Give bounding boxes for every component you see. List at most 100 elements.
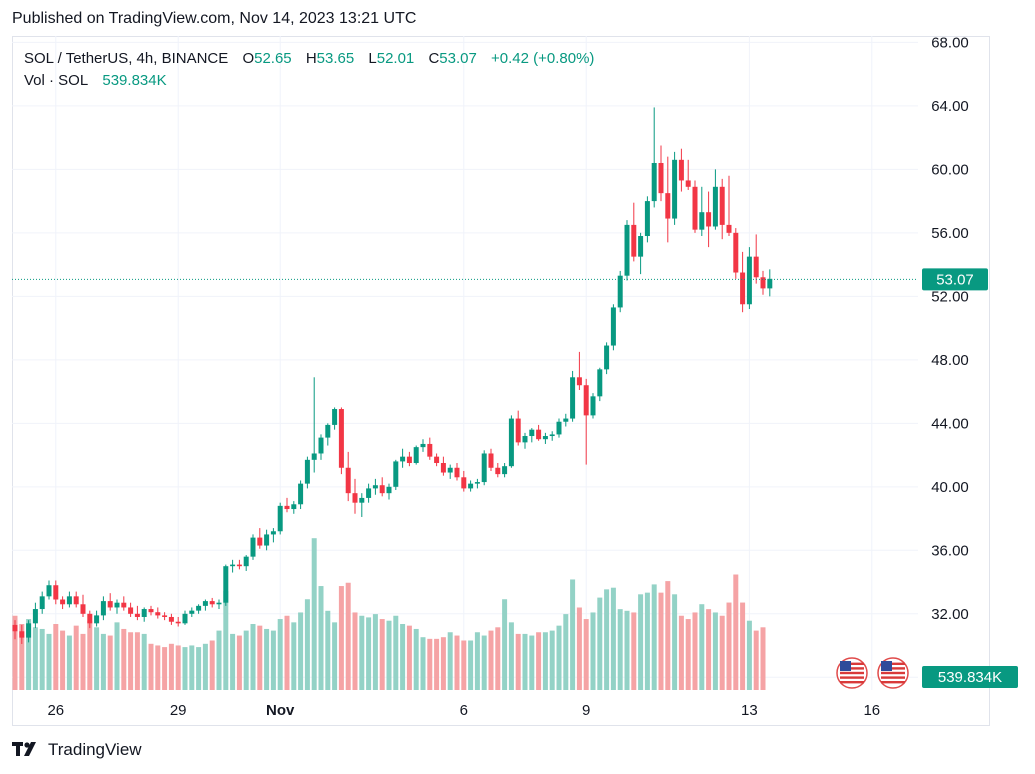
candle[interactable] bbox=[291, 504, 297, 510]
candle[interactable] bbox=[590, 396, 596, 416]
candle[interactable] bbox=[32, 609, 38, 624]
candle[interactable] bbox=[202, 601, 208, 606]
candle[interactable] bbox=[617, 275, 623, 308]
candle[interactable] bbox=[53, 585, 59, 600]
candle[interactable] bbox=[699, 212, 705, 230]
candle[interactable] bbox=[672, 159, 678, 219]
candle[interactable] bbox=[406, 456, 412, 464]
candle[interactable] bbox=[386, 486, 392, 494]
candle[interactable] bbox=[638, 236, 644, 257]
candle[interactable] bbox=[678, 159, 684, 181]
symbol-title[interactable]: SOL / TetherUS, 4h, BINANCE bbox=[24, 50, 229, 67]
us-flag-icon[interactable] bbox=[877, 657, 909, 689]
candle[interactable] bbox=[366, 488, 372, 498]
candle[interactable] bbox=[502, 466, 508, 475]
candle[interactable] bbox=[209, 601, 215, 605]
candle[interactable] bbox=[114, 602, 120, 608]
candle[interactable] bbox=[393, 461, 399, 487]
candle[interactable] bbox=[19, 631, 25, 638]
candle[interactable] bbox=[359, 497, 365, 503]
candle[interactable] bbox=[651, 162, 657, 202]
candle[interactable] bbox=[481, 453, 487, 483]
candle[interactable] bbox=[230, 564, 236, 567]
candle[interactable] bbox=[644, 201, 650, 237]
candle[interactable] bbox=[692, 186, 698, 230]
candle[interactable] bbox=[311, 453, 317, 460]
candle[interactable] bbox=[495, 467, 501, 475]
candle[interactable] bbox=[746, 256, 752, 305]
candle[interactable] bbox=[345, 467, 351, 494]
candle[interactable] bbox=[236, 564, 242, 567]
candle[interactable] bbox=[121, 602, 127, 608]
candle[interactable] bbox=[284, 505, 290, 510]
candle[interactable] bbox=[522, 436, 528, 443]
candle[interactable] bbox=[155, 612, 161, 616]
candle[interactable] bbox=[134, 613, 140, 617]
candle[interactable] bbox=[162, 615, 168, 617]
candle[interactable] bbox=[277, 505, 283, 532]
candle[interactable] bbox=[570, 377, 576, 419]
candle[interactable] bbox=[515, 418, 521, 443]
us-flag-icon[interactable] bbox=[836, 657, 868, 689]
candle[interactable] bbox=[148, 609, 154, 613]
candle[interactable] bbox=[549, 434, 555, 437]
candle[interactable] bbox=[508, 418, 514, 467]
candle[interactable] bbox=[740, 272, 746, 305]
candle[interactable] bbox=[685, 180, 691, 187]
candle[interactable] bbox=[175, 621, 181, 624]
candle[interactable] bbox=[447, 467, 453, 473]
candle[interactable] bbox=[420, 443, 426, 448]
candle[interactable] bbox=[658, 162, 664, 194]
candle[interactable] bbox=[712, 186, 718, 227]
candle[interactable] bbox=[461, 477, 467, 489]
candle[interactable] bbox=[46, 585, 52, 597]
candle[interactable] bbox=[706, 212, 712, 227]
candle[interactable] bbox=[597, 369, 603, 397]
candle[interactable] bbox=[12, 624, 18, 632]
candle[interactable] bbox=[80, 604, 86, 614]
candle[interactable] bbox=[610, 307, 616, 346]
candle[interactable] bbox=[556, 421, 562, 435]
candle[interactable] bbox=[468, 483, 474, 489]
candle[interactable] bbox=[94, 615, 100, 624]
candle[interactable] bbox=[60, 599, 66, 605]
candle[interactable] bbox=[665, 193, 671, 219]
candle[interactable] bbox=[474, 482, 480, 484]
candle[interactable] bbox=[604, 345, 610, 370]
candle[interactable] bbox=[182, 613, 188, 624]
candle[interactable] bbox=[767, 278, 773, 289]
candle[interactable] bbox=[726, 224, 732, 233]
candle[interactable] bbox=[66, 596, 72, 605]
candle[interactable] bbox=[576, 377, 582, 386]
candle[interactable] bbox=[189, 610, 195, 614]
candle[interactable] bbox=[243, 556, 249, 567]
candle[interactable] bbox=[760, 277, 766, 289]
candle[interactable] bbox=[719, 186, 725, 225]
candle[interactable] bbox=[624, 224, 630, 276]
candle[interactable] bbox=[168, 616, 174, 622]
candle[interactable] bbox=[563, 418, 569, 422]
candle[interactable] bbox=[73, 596, 79, 605]
candle[interactable] bbox=[542, 436, 548, 440]
chart-frame[interactable] bbox=[12, 36, 990, 726]
candle[interactable] bbox=[216, 602, 222, 605]
candle[interactable] bbox=[223, 566, 229, 603]
candle[interactable] bbox=[141, 609, 147, 617]
candle[interactable] bbox=[318, 437, 324, 454]
candle[interactable] bbox=[257, 537, 263, 546]
candle[interactable] bbox=[196, 605, 202, 611]
candle[interactable] bbox=[87, 613, 93, 624]
candle[interactable] bbox=[753, 256, 759, 278]
candle[interactable] bbox=[338, 409, 344, 468]
candle[interactable] bbox=[325, 424, 331, 438]
candle[interactable] bbox=[379, 485, 385, 494]
candle[interactable] bbox=[100, 601, 106, 616]
candle[interactable] bbox=[413, 447, 419, 464]
candle[interactable] bbox=[583, 385, 589, 416]
candle[interactable] bbox=[536, 429, 542, 440]
candle[interactable] bbox=[298, 483, 304, 505]
candle[interactable] bbox=[332, 409, 338, 425]
candle[interactable] bbox=[352, 493, 358, 503]
candle[interactable] bbox=[440, 463, 446, 473]
